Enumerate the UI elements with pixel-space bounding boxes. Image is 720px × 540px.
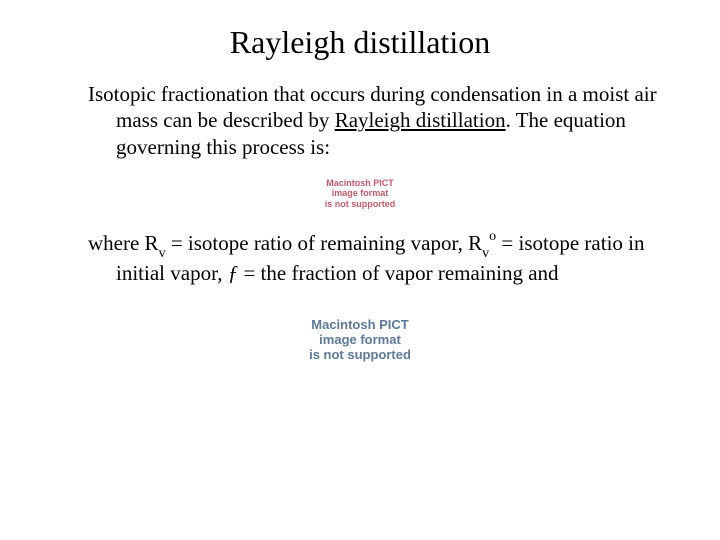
pict2-line3: is not supported <box>285 347 435 362</box>
para2-sub-v2: v <box>482 246 489 261</box>
paragraph-intro: Isotopic fractionation that occurs durin… <box>60 81 660 160</box>
paragraph-where: where Rv = isotope ratio of remaining va… <box>60 230 660 287</box>
para2-f-symbol: ƒ <box>228 261 239 285</box>
pict1-line2: image format <box>305 188 415 199</box>
para2-a: where R <box>88 231 159 255</box>
pict1-line3: is not supported <box>305 199 415 210</box>
pict2-line1: Macintosh PICT <box>285 317 435 332</box>
para2-sub-v1: v <box>159 246 166 261</box>
page-title: Rayleigh distillation <box>60 24 660 61</box>
para1-term: Rayleigh distillation <box>335 108 506 132</box>
pict1-line1: Macintosh PICT <box>305 178 415 189</box>
pict2-line2: image format <box>285 332 435 347</box>
para2-h: = the fraction of vapor remaining and <box>238 261 558 285</box>
para2-sup-o: o <box>489 229 496 244</box>
missing-image-placeholder-2: Macintosh PICT image format is not suppo… <box>285 317 435 363</box>
para2-c: = isotope ratio of remaining vapor, R <box>166 231 483 255</box>
missing-image-placeholder-1: Macintosh PICT image format is not suppo… <box>305 178 415 210</box>
